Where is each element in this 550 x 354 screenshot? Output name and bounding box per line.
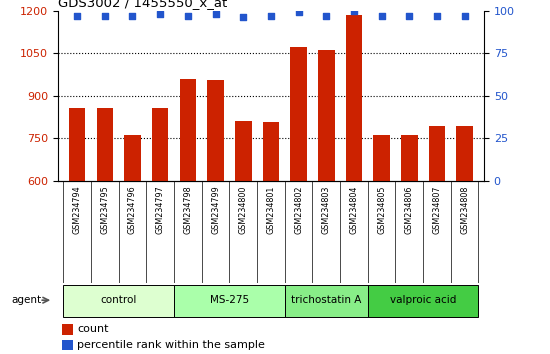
Text: GSM234796: GSM234796 xyxy=(128,185,137,234)
Bar xyxy=(124,135,141,181)
Bar xyxy=(285,285,368,317)
Bar xyxy=(235,121,251,181)
Point xyxy=(432,13,441,18)
Point xyxy=(266,13,275,18)
Point xyxy=(294,10,303,15)
Bar xyxy=(96,108,113,181)
Point xyxy=(156,11,164,17)
Text: GSM234803: GSM234803 xyxy=(322,185,331,234)
Text: GSM234799: GSM234799 xyxy=(211,185,220,234)
Point xyxy=(322,13,331,18)
Point xyxy=(349,8,358,13)
Point xyxy=(460,13,469,18)
Bar xyxy=(174,285,285,317)
Text: GSM234794: GSM234794 xyxy=(73,185,81,234)
Point xyxy=(377,13,386,18)
Bar xyxy=(456,126,473,181)
Point xyxy=(73,13,81,18)
Text: GSM234802: GSM234802 xyxy=(294,185,303,234)
Bar xyxy=(345,15,362,181)
Text: valproic acid: valproic acid xyxy=(390,295,456,305)
Text: GSM234795: GSM234795 xyxy=(100,185,109,234)
Text: GDS3002 / 1455550_x_at: GDS3002 / 1455550_x_at xyxy=(58,0,227,10)
Bar xyxy=(318,50,334,181)
Text: GSM234797: GSM234797 xyxy=(156,185,164,234)
Point xyxy=(101,13,109,18)
Bar xyxy=(152,108,168,181)
Bar xyxy=(63,285,174,317)
Point xyxy=(405,13,414,18)
Text: GSM234804: GSM234804 xyxy=(349,185,359,234)
Point xyxy=(184,13,192,18)
Bar xyxy=(368,285,478,317)
Bar xyxy=(62,340,73,350)
Text: GSM234806: GSM234806 xyxy=(405,185,414,234)
Point xyxy=(211,11,220,17)
Bar xyxy=(401,135,417,181)
Bar xyxy=(262,122,279,181)
Bar xyxy=(290,47,307,181)
Bar xyxy=(179,79,196,181)
Text: count: count xyxy=(77,324,108,334)
Bar xyxy=(62,324,73,335)
Text: GSM234801: GSM234801 xyxy=(266,185,276,234)
Text: MS-275: MS-275 xyxy=(210,295,249,305)
Text: trichostatin A: trichostatin A xyxy=(291,295,361,305)
Text: percentile rank within the sample: percentile rank within the sample xyxy=(77,340,265,350)
Text: GSM234798: GSM234798 xyxy=(183,185,192,234)
Text: control: control xyxy=(101,295,137,305)
Text: GSM234808: GSM234808 xyxy=(460,185,469,234)
Bar xyxy=(69,108,85,181)
Text: agent: agent xyxy=(12,295,42,305)
Bar xyxy=(207,80,224,181)
Point xyxy=(239,15,248,20)
Point xyxy=(128,13,137,18)
Text: GSM234800: GSM234800 xyxy=(239,185,248,234)
Bar xyxy=(373,135,390,181)
Bar xyxy=(428,126,446,181)
Text: GSM234807: GSM234807 xyxy=(432,185,442,234)
Text: GSM234805: GSM234805 xyxy=(377,185,386,234)
